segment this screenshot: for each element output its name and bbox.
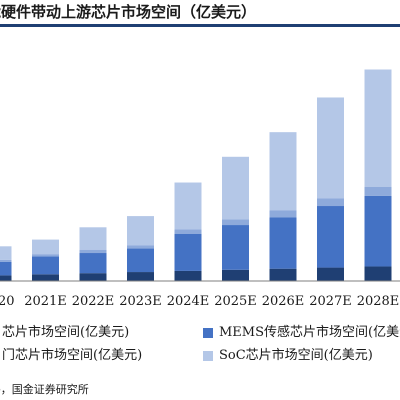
bar-segment-2026E-s1 xyxy=(269,217,297,269)
legend-swatch-soc xyxy=(203,351,213,361)
legend-label-chip: 芯片市场空间(亿美元) xyxy=(2,325,130,340)
bar-segment-2020-s2 xyxy=(0,259,12,262)
bar-segment-2024E-s2 xyxy=(174,229,202,234)
bar-segment-2024E-s1 xyxy=(174,234,202,271)
bar-segment-2023E-s1 xyxy=(127,248,154,273)
bar-segment-2028E-s3 xyxy=(364,69,392,187)
title-rule xyxy=(0,24,400,27)
legend-label-mems: MEMS传感芯片市场空间(亿美元) xyxy=(219,325,400,340)
bar-segment-2026E-s3 xyxy=(269,132,297,211)
bar-segment-2023E-s2 xyxy=(127,245,154,249)
bar-segment-2020-s0 xyxy=(0,275,12,281)
bar-segment-2025E-s1 xyxy=(222,225,249,270)
x-tick-label: 2021E xyxy=(24,294,67,309)
bar-segment-2026E-s0 xyxy=(269,268,297,281)
bar-segment-2027E-s3 xyxy=(317,97,344,199)
bar-segment-2027E-s1 xyxy=(317,206,344,268)
legend-label-door-chip: 门芯片市场空间(亿美元) xyxy=(2,348,143,363)
x-tick-label: 2026E xyxy=(262,294,305,309)
bar-segment-2028E-s2 xyxy=(364,187,392,196)
bar-segment-2023E-s0 xyxy=(127,272,154,281)
bar-segment-2022E-s3 xyxy=(79,227,107,250)
chart-title: 能硬件带动上游芯片市场空间（亿美元） xyxy=(0,3,257,21)
legend-label-soc: SoC芯片市场空间(亿美元) xyxy=(219,348,373,363)
bar-segment-2028E-s1 xyxy=(364,195,392,267)
bar-segment-2024E-s0 xyxy=(174,270,202,281)
bar-segment-2026E-s2 xyxy=(269,210,297,218)
bar-segment-2020-s1 xyxy=(0,261,12,276)
bar-segment-2023E-s3 xyxy=(127,216,154,246)
bar-segment-2022E-s1 xyxy=(79,253,107,274)
bar-segment-2022E-s0 xyxy=(79,273,107,281)
bar-segment-2025E-s2 xyxy=(222,219,249,226)
bar-segment-2025E-s0 xyxy=(222,269,249,281)
bar-segment-2027E-s2 xyxy=(317,198,344,207)
bar-segment-2021E-s3 xyxy=(32,239,59,255)
bar-segment-2021E-s0 xyxy=(32,274,59,281)
bar-segment-2027E-s0 xyxy=(317,267,344,281)
x-tick-label: 2025E xyxy=(214,294,257,309)
bar-segment-2021E-s1 xyxy=(32,256,59,275)
bar-segment-2022E-s2 xyxy=(79,249,107,254)
x-tick-label: 2023E xyxy=(119,294,162,309)
source-note: e，国金证券研究所 xyxy=(0,383,89,396)
legend-swatch-mems xyxy=(203,328,213,338)
bar-segment-2024E-s3 xyxy=(174,182,202,230)
x-tick-label: 2024E xyxy=(167,294,210,309)
bar-segment-2020-s3 xyxy=(0,246,12,260)
x-tick-label: 2028E xyxy=(357,294,400,309)
bar-segment-2028E-s0 xyxy=(364,266,392,281)
x-tick-label: 2022E xyxy=(72,294,115,309)
bar-segment-2025E-s3 xyxy=(222,156,249,220)
x-tick-label: 2027E xyxy=(309,294,352,309)
bar-segment-2021E-s2 xyxy=(32,254,59,257)
